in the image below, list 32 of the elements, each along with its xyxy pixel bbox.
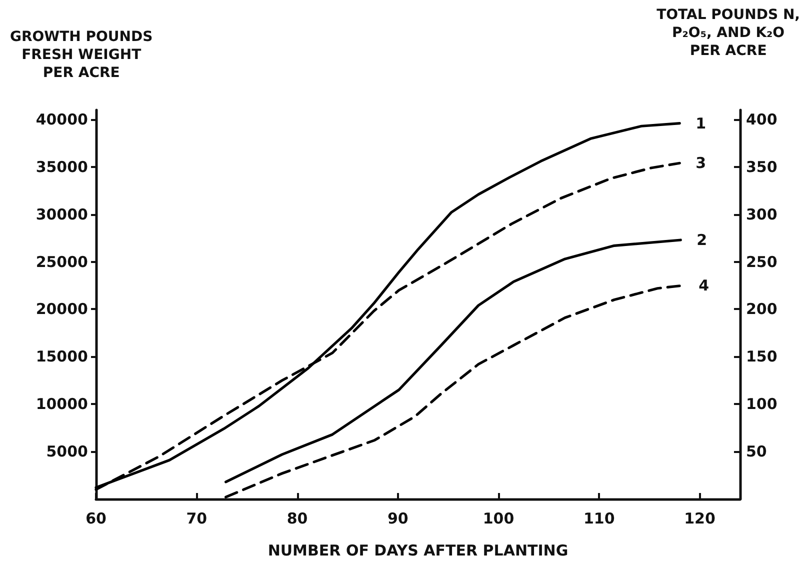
y-tick-label: 30000 — [36, 205, 88, 224]
y2-axis-title: TOTAL POUNDS N, P₂O₅, AND K₂O PER ACRE — [656, 7, 800, 59]
y-tick-label: 40000 — [36, 110, 88, 128]
line-series — [224, 284, 684, 498]
y2-tick-label: 350 — [746, 158, 778, 176]
y2-tick-label: 150 — [746, 348, 778, 366]
x-tick-label: 100 — [482, 510, 514, 528]
y2-tick-label: 200 — [746, 300, 778, 318]
x-axis-title: NUMBER OF DAYS AFTER PLANTING — [268, 542, 568, 560]
x-tick-label: 60 — [86, 510, 106, 528]
series-label: 2 — [696, 230, 708, 249]
y-tick-label: 10000 — [36, 395, 88, 414]
y2-tick-label: 400 — [746, 110, 778, 128]
y-tick-label: 20000 — [36, 300, 88, 318]
y-tick-label: 35000 — [36, 158, 88, 176]
series-label: 1 — [696, 114, 706, 132]
y-tick-label: 15000 — [36, 348, 88, 366]
y2-tick-label: 300 — [746, 205, 778, 224]
x-tick-label: 120 — [684, 510, 716, 528]
y-tick-label: 25000 — [36, 252, 88, 271]
series-label: 3 — [696, 154, 706, 172]
x-tick-label: 90 — [387, 510, 408, 528]
x-tick-label: 70 — [186, 510, 208, 528]
y2-tick-label: 250 — [746, 252, 778, 271]
line-series — [224, 238, 682, 484]
y-tick-label: 5000 — [46, 442, 88, 461]
y2-tick-label: 50 — [746, 442, 767, 461]
series-label: 4 — [698, 276, 710, 295]
x-tick-label: 110 — [583, 510, 615, 528]
x-tick-label: 80 — [286, 510, 308, 528]
y2-tick-label: 100 — [746, 395, 778, 414]
y-axis-title: GROWTH POUNDS FRESH WEIGHT PER ACRE — [10, 29, 153, 81]
